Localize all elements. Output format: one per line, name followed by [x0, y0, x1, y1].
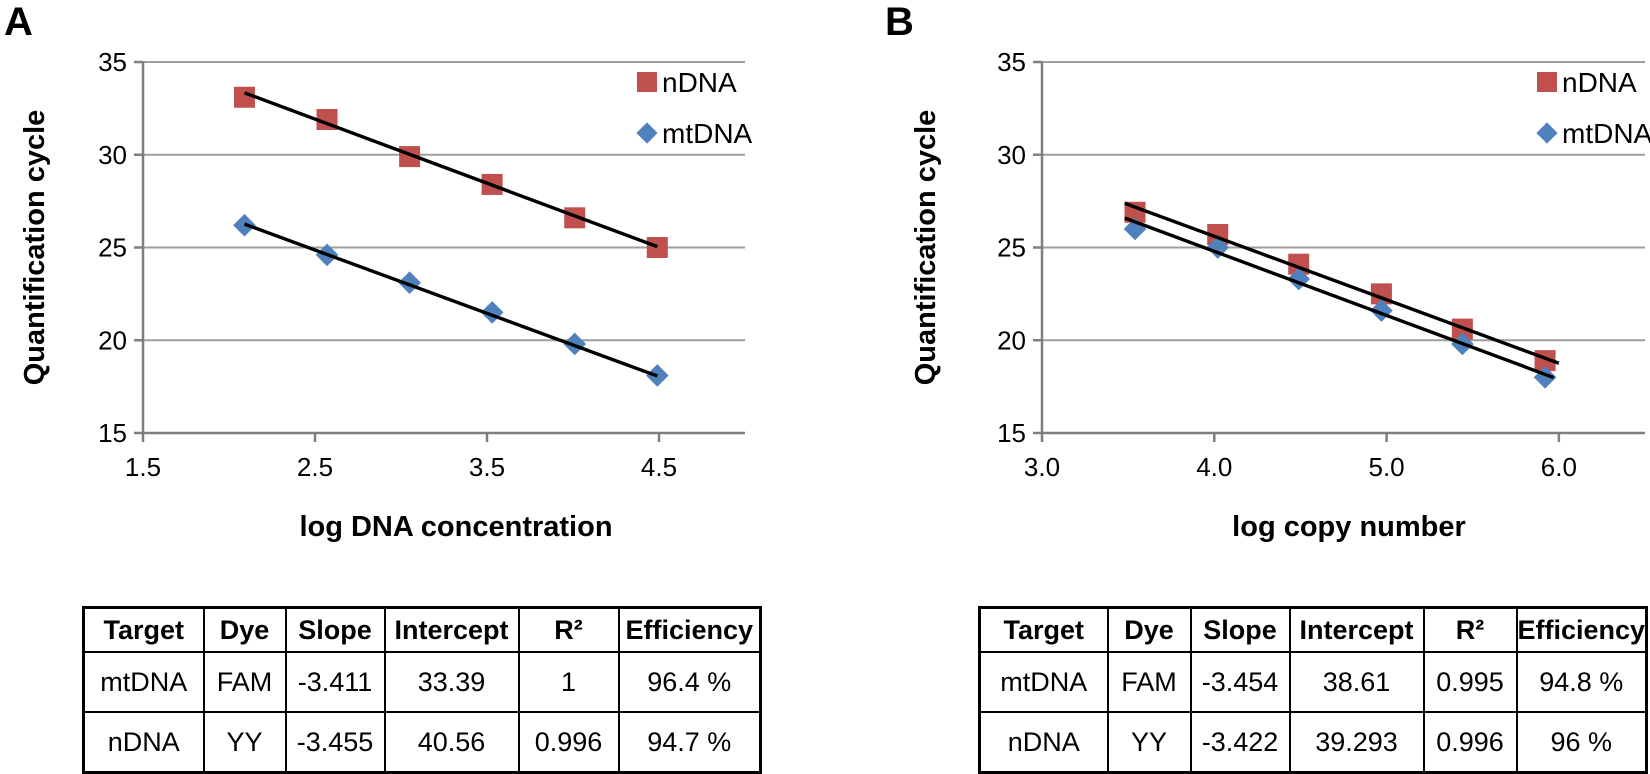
legend-label-nDNA: nDNA [1562, 67, 1637, 98]
x-tick-label: 5.0 [1368, 452, 1404, 482]
panel-b-stats-table: Target Dye Slope Intercept R² Efficiency… [978, 606, 1649, 774]
cell-target: nDNA [978, 711, 1109, 774]
cell-target: mtDNA [82, 651, 205, 713]
panel-label-b: B [885, 0, 914, 44]
panel-label-a: A [4, 0, 33, 44]
header-intercept: Intercept [383, 606, 520, 653]
cell-intercept: 33.39 [383, 651, 520, 713]
x-tick-label: 4.0 [1196, 452, 1232, 482]
header-target: Target [82, 606, 205, 653]
y-tick-label: 20 [98, 325, 127, 355]
cell-efficiency: 94.8 % [1515, 651, 1648, 713]
cell-efficiency: 94.7 % [617, 711, 762, 774]
cell-dye: YY [202, 711, 287, 774]
cell-r2: 0.996 [1422, 711, 1518, 774]
cell-efficiency: 96 % [1515, 711, 1648, 774]
cell-efficiency: 96.4 % [617, 651, 762, 713]
data-point-nDNA [1124, 201, 1146, 223]
trendline-nDNA [243, 91, 658, 249]
x-axis-title: log DNA concentration [299, 511, 612, 543]
cell-r2: 0.996 [517, 711, 620, 774]
trendline-mtDNA [243, 222, 658, 378]
y-tick-label: 30 [997, 140, 1026, 170]
trendline-mtDNA [1124, 216, 1555, 380]
table-row-ndna: nDNA YY -3.422 39.293 0.996 96 % [978, 711, 1648, 774]
cell-slope: -3.411 [284, 651, 386, 713]
panel-b-chart: 15 20 25 30 35 3.0 4.0 5.0 6.0 nDNA mtDNA Quantific… [910, 47, 1650, 543]
legend-swatch-mtDNA [1536, 122, 1558, 144]
header-target: Target [978, 606, 1109, 653]
x-tick-label: 4.5 [641, 452, 677, 482]
x-tick-label: 1.5 [125, 452, 161, 482]
panel-a-chart: 15 20 25 30 35 1.5 2.5 3.5 4.5 nDNA mtDNA Quantific… [19, 47, 753, 543]
cell-r2: 1 [517, 651, 620, 713]
cell-intercept: 39.293 [1288, 711, 1425, 774]
cell-dye: FAM [202, 651, 287, 713]
x-axis-title: log copy number [1232, 511, 1466, 543]
panel-b: B 15 20 25 30 35 3.0 4.0 5.0 6.0 nDNA mtDNA Quantif… [825, 0, 1650, 774]
y-tick-label: 25 [997, 233, 1026, 263]
trendline-nDNA [1124, 201, 1560, 365]
table-row-mtdna: mtDNA FAM -3.454 38.61 0.995 94.8 % [978, 651, 1648, 713]
y-tick-label: 20 [997, 325, 1026, 355]
cell-dye: FAM [1106, 651, 1192, 713]
cell-target: nDNA [82, 711, 205, 774]
x-tick-label: 3.5 [469, 452, 505, 482]
y-tick-label: 15 [997, 418, 1026, 448]
table-row-mtdna: mtDNA FAM -3.411 33.39 1 96.4 % [82, 651, 762, 713]
legend-swatch-mtDNA [636, 122, 658, 144]
y-tick-label: 15 [98, 418, 127, 448]
legend-swatch-nDNA [637, 72, 657, 92]
cell-r2: 0.995 [1422, 651, 1518, 713]
legend-label-nDNA: nDNA [662, 67, 737, 98]
cell-slope: -3.454 [1189, 651, 1291, 713]
header-dye: Dye [202, 606, 287, 653]
header-slope: Slope [1189, 606, 1291, 653]
header-intercept: Intercept [1288, 606, 1425, 653]
header-r2: R² [517, 606, 620, 653]
x-tick-label: 6.0 [1541, 452, 1577, 482]
table-header-row: Target Dye Slope Intercept R² Efficiency [82, 606, 762, 653]
cell-intercept: 38.61 [1288, 651, 1425, 713]
panel-a-stats-table: Target Dye Slope Intercept R² Efficiency… [82, 606, 762, 774]
legend-label-mtDNA: mtDNA [662, 118, 753, 149]
y-axis-title: Quantification cycle [19, 110, 51, 386]
table-header-row: Target Dye Slope Intercept R² Efficiency [978, 606, 1648, 653]
header-slope: Slope [284, 606, 386, 653]
y-axis-title: Quantification cycle [910, 110, 942, 386]
header-efficiency: Efficiency [617, 606, 762, 653]
header-r2: R² [1422, 606, 1518, 653]
data-point-nDNA [646, 237, 668, 258]
cell-dye: YY [1106, 711, 1192, 774]
cell-intercept: 40.56 [383, 711, 520, 774]
cell-target: mtDNA [978, 651, 1109, 713]
data-point-nDNA [233, 86, 255, 108]
cell-slope: -3.422 [1189, 711, 1291, 774]
x-tick-label: 2.5 [297, 452, 333, 482]
panel-a: A 15 20 25 30 35 1.5 2.5 3.5 4.5 nDNA mtDNA Quantif… [0, 0, 825, 774]
y-tick-label: 35 [997, 47, 1026, 77]
y-tick-label: 25 [98, 233, 127, 263]
cell-slope: -3.455 [284, 711, 386, 774]
table-row-ndna: nDNA YY -3.455 40.56 0.996 94.7 % [82, 711, 762, 774]
x-tick-label: 3.0 [1024, 452, 1060, 482]
y-tick-label: 35 [98, 47, 127, 77]
y-tick-label: 30 [98, 140, 127, 170]
legend-swatch-nDNA [1537, 72, 1557, 92]
legend-label-mtDNA: mtDNA [1562, 118, 1650, 149]
header-efficiency: Efficiency [1515, 606, 1648, 653]
header-dye: Dye [1106, 606, 1192, 653]
